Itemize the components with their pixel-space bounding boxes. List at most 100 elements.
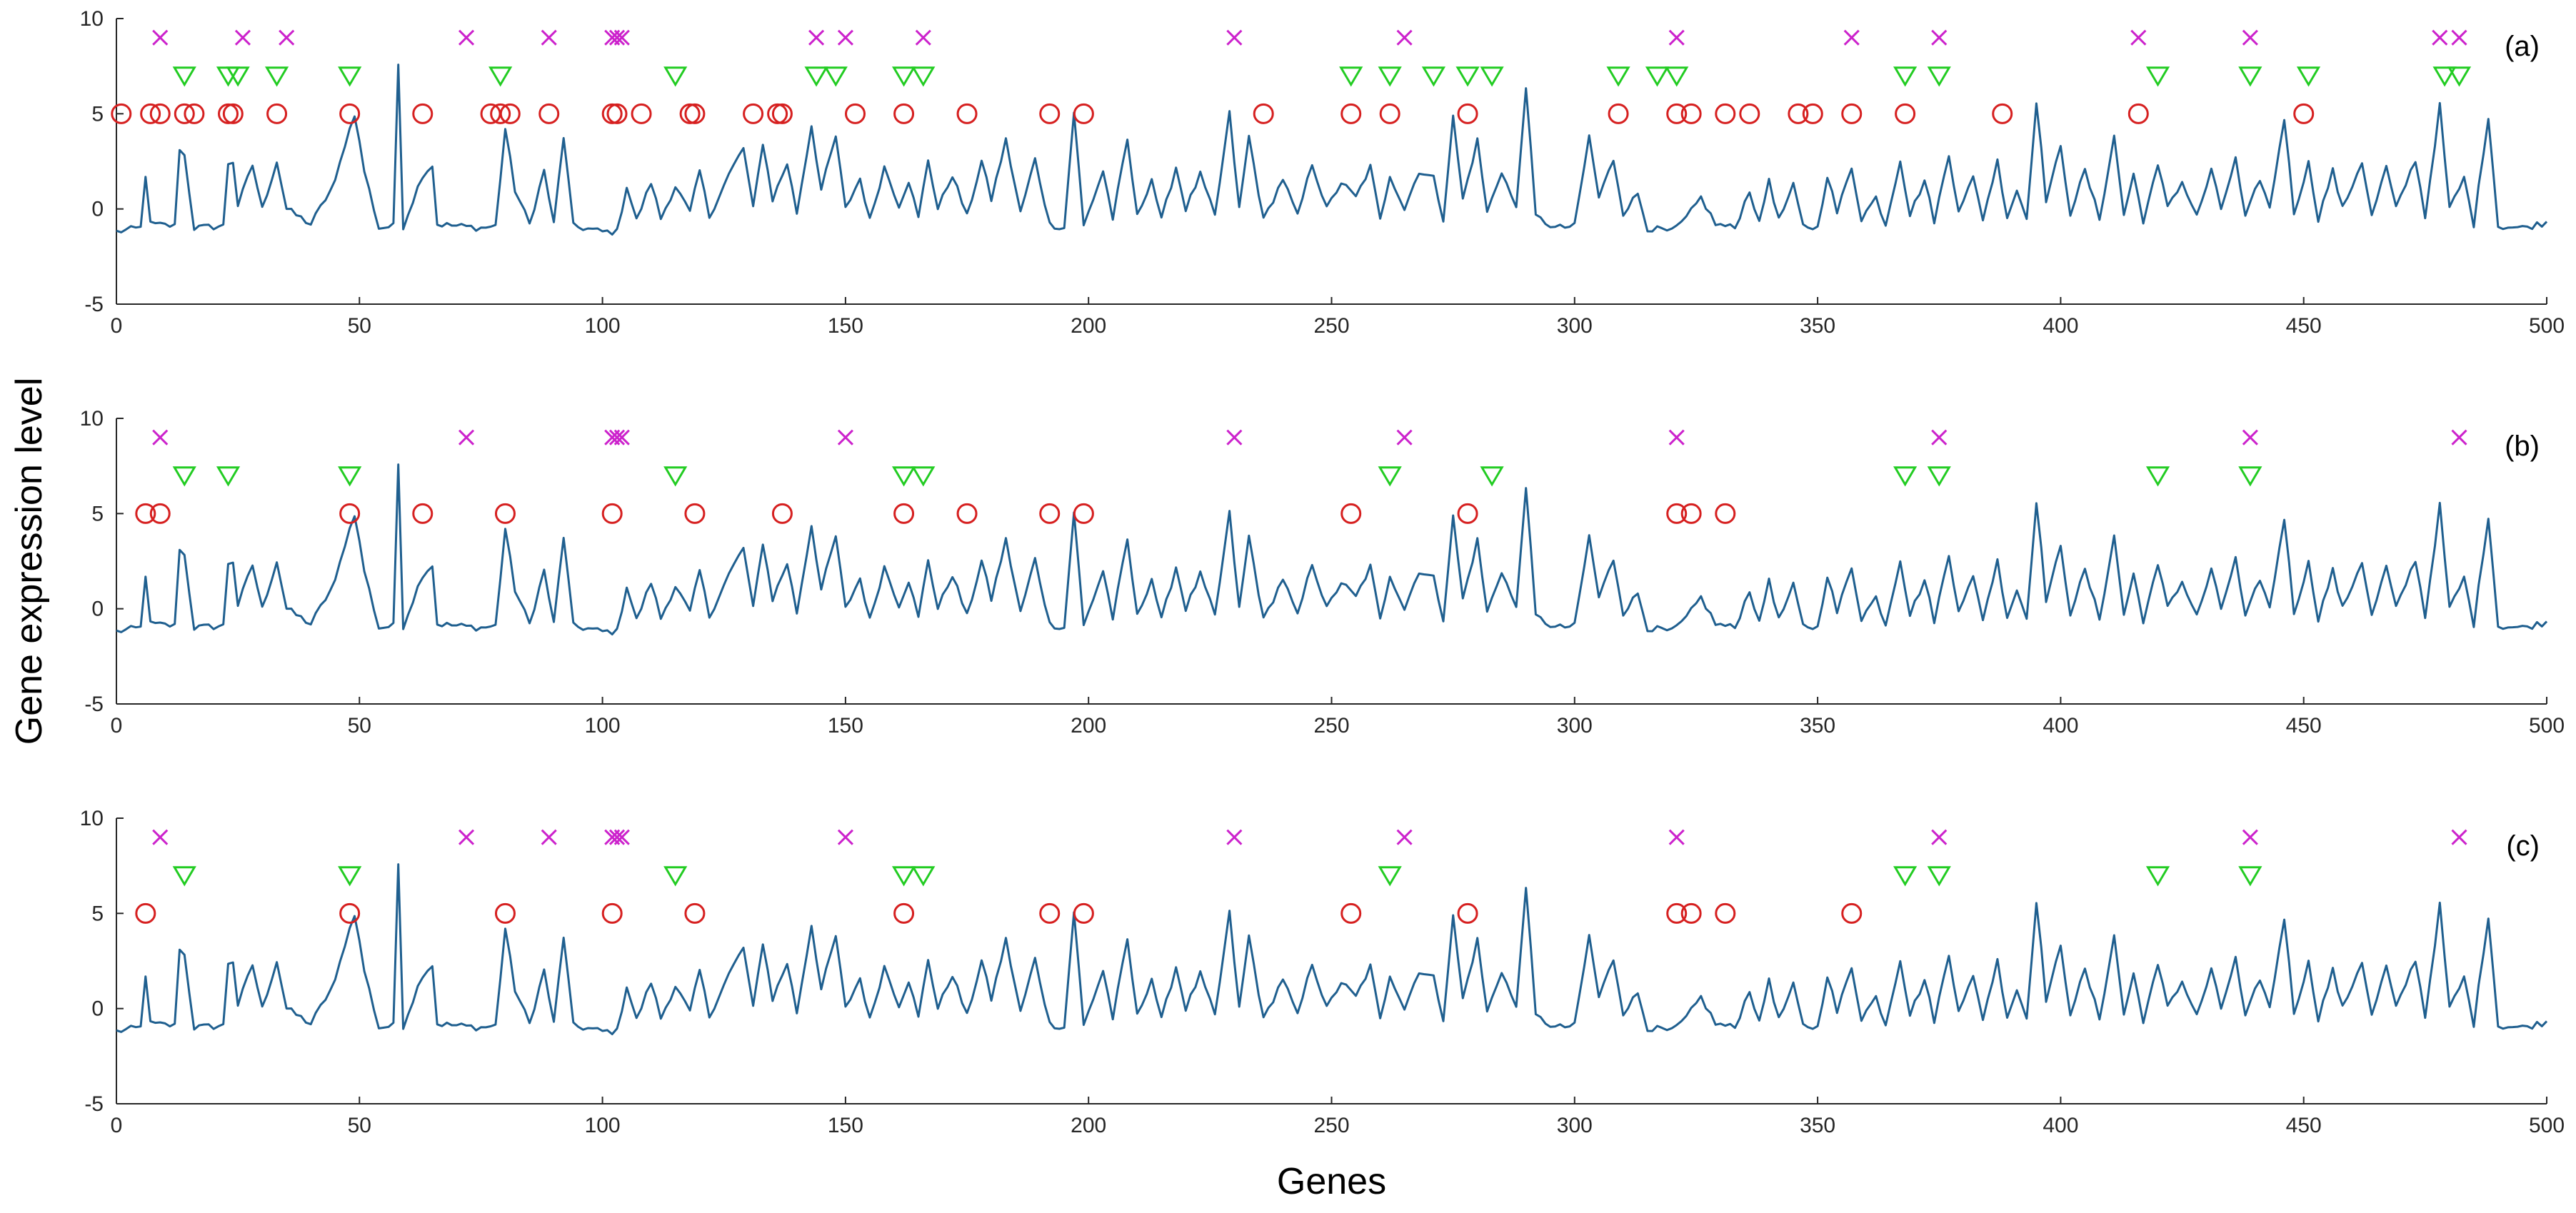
x-tick-label: 450 <box>2286 314 2322 338</box>
x-tick-label: 300 <box>1557 714 1593 738</box>
cross-stroke <box>1226 29 1243 46</box>
circle-marker <box>1457 902 1478 924</box>
cross-marker <box>1931 429 1948 446</box>
cross-marker <box>1226 29 1243 46</box>
x-tick-label: 400 <box>2043 714 2078 738</box>
circle-marker <box>339 103 361 124</box>
circle-marker <box>111 103 132 124</box>
cross-marker <box>808 29 825 46</box>
cross-marker <box>1931 29 1948 46</box>
x-tick-label: 250 <box>1313 314 1349 338</box>
cross-marker <box>541 829 557 845</box>
cross-marker <box>915 29 931 46</box>
cross-marker <box>837 829 853 845</box>
circle-marker <box>1666 103 1688 124</box>
circle-marker <box>743 103 764 124</box>
cross-marker <box>1843 29 1860 46</box>
cross-stroke <box>613 429 630 446</box>
cross-stroke <box>2451 829 2467 845</box>
circle-marker <box>494 503 516 524</box>
circle-marker <box>1073 103 1094 124</box>
circle-marker <box>2293 103 2315 124</box>
triangle-marker <box>2145 466 2170 487</box>
x-tick-label: 50 <box>348 314 371 338</box>
triangle-marker <box>2145 866 2170 887</box>
circle-marker <box>1715 503 1736 524</box>
cross-stroke <box>1668 429 1685 446</box>
cross-stroke <box>2451 29 2467 46</box>
y-tick-label: -5 <box>84 293 104 316</box>
triangle-marker <box>338 66 362 87</box>
y-tick-label: 5 <box>91 102 104 126</box>
cross-stroke <box>1931 829 1948 845</box>
triangle-marker <box>911 66 936 87</box>
circle-marker <box>1379 103 1400 124</box>
x-tick-label: 400 <box>2043 314 2078 338</box>
circle-marker <box>893 103 915 124</box>
triangle-marker <box>891 466 916 487</box>
cross-stroke <box>2242 829 2258 845</box>
cross-marker <box>458 829 475 845</box>
y-tick-label: 5 <box>91 502 104 525</box>
triangle-marker <box>1378 66 1402 87</box>
cross-stroke <box>2242 29 2258 46</box>
circle-marker <box>1895 103 1916 124</box>
triangle-marker <box>338 866 362 887</box>
circle-marker <box>1039 503 1061 524</box>
cross-marker <box>1668 429 1685 446</box>
x-tick-label: 0 <box>111 314 123 338</box>
circle-marker <box>1073 902 1094 924</box>
circle-marker <box>494 902 516 924</box>
circle-marker <box>135 902 156 924</box>
triangle-marker <box>264 66 289 87</box>
cross-stroke <box>1668 829 1685 845</box>
circle-marker <box>956 503 978 524</box>
cross-marker <box>1396 429 1413 446</box>
cross-stroke <box>1931 29 1948 46</box>
triangle-marker <box>2238 866 2262 887</box>
triangle-marker <box>226 66 250 87</box>
circle-marker <box>339 902 361 924</box>
panel-label: (b) <box>2505 431 2540 462</box>
cross-stroke <box>458 829 475 845</box>
cross-marker <box>1226 829 1243 845</box>
triangle-marker <box>2238 66 2262 87</box>
cross-marker <box>1396 829 1413 845</box>
triangle-marker <box>172 66 196 87</box>
x-tick-label: 300 <box>1557 1114 1593 1137</box>
x-tick-label: 250 <box>1313 714 1349 738</box>
circle-marker <box>845 103 866 124</box>
cross-stroke <box>1396 429 1413 446</box>
triangle-marker <box>1927 866 1951 887</box>
triangle-marker <box>1893 866 1918 887</box>
cross-stroke <box>152 429 169 446</box>
cross-marker <box>234 29 251 46</box>
x-tick-label: 100 <box>585 314 621 338</box>
cross-marker <box>1931 829 1948 845</box>
x-tick-label: 0 <box>111 714 123 738</box>
circle-marker <box>684 902 706 924</box>
expression-series-line <box>116 463 2548 635</box>
x-tick-label: 350 <box>1800 714 1835 738</box>
y-tick-label: 10 <box>80 807 104 830</box>
circle-marker <box>601 503 623 524</box>
circle-marker <box>684 103 706 124</box>
cross-stroke <box>837 29 853 46</box>
circle-marker <box>601 103 623 124</box>
x-tick-label: 350 <box>1800 1114 1835 1137</box>
y-tick-label: -5 <box>84 693 104 716</box>
cross-marker <box>2451 429 2467 446</box>
circle-marker <box>893 902 915 924</box>
circle-marker <box>1992 103 2013 124</box>
circle-marker <box>1802 103 1823 124</box>
cross-stroke <box>837 429 853 446</box>
triangle-marker <box>1421 66 1446 87</box>
cross-marker <box>2242 29 2258 46</box>
circle-marker <box>1680 503 1702 524</box>
cross-marker <box>152 429 169 446</box>
circle-marker <box>140 103 161 124</box>
y-tick-label: 0 <box>91 198 104 221</box>
circle-marker <box>1666 503 1688 524</box>
triangle-marker <box>338 466 362 487</box>
circle-marker <box>606 103 628 124</box>
